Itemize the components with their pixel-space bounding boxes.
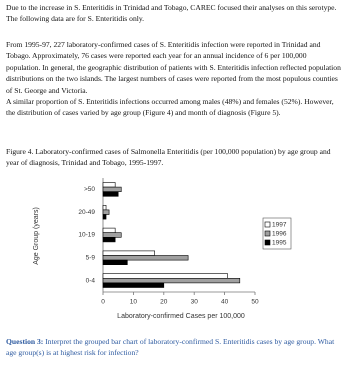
legend-swatch xyxy=(264,230,271,237)
y-tick-label: 20-49 xyxy=(78,209,95,216)
y-tick-label: 10-19 xyxy=(78,232,95,239)
y-tick-label: >50 xyxy=(84,186,95,193)
bar xyxy=(102,186,122,193)
bar xyxy=(102,237,116,243)
x-tick-label: 20 xyxy=(160,299,168,306)
x-axis-label: Laboratory-confirmed Cases per 100,000 xyxy=(117,313,245,320)
bar xyxy=(102,209,110,215)
bar xyxy=(102,282,165,288)
legend-swatch xyxy=(264,221,271,228)
figure-caption: Figure 4. Laboratory-confirmed cases of … xyxy=(6,147,331,168)
x-tick-label: 0 xyxy=(101,299,105,306)
bar xyxy=(102,273,228,279)
x-tick-label: 40 xyxy=(221,299,229,306)
bar xyxy=(102,204,107,211)
legend-label: 1996 xyxy=(272,231,287,238)
x-tick-label: 10 xyxy=(130,299,138,306)
legend-label: 1997 xyxy=(272,222,287,229)
bar xyxy=(102,182,116,188)
x-tick-label: 30 xyxy=(191,299,199,306)
x-tick-label: 50 xyxy=(251,299,259,306)
bar xyxy=(102,255,189,261)
bar xyxy=(102,278,241,284)
bar xyxy=(102,232,122,238)
legend-label: 1995 xyxy=(272,240,287,247)
bar xyxy=(102,259,128,265)
question: Question 3: Interpret the grouped bar ch… xyxy=(6,336,342,359)
legend-swatch xyxy=(264,239,271,246)
bar xyxy=(102,191,119,197)
y-tick-label: 0-4 xyxy=(86,277,96,284)
bar xyxy=(102,227,116,233)
bar xyxy=(102,250,155,256)
paragraph: A similar proportion of S. Enteritidis i… xyxy=(6,97,334,118)
paragraph: Due to the increase in S. Enteritidis in… xyxy=(6,3,337,24)
chart: Laboratory-confirmed Cases per 100,000 A… xyxy=(33,178,292,320)
y-axis-label: Age Group (years) xyxy=(33,207,40,265)
y-tick-label: 5-9 xyxy=(86,255,96,262)
question-text: Interpret the grouped bar chart of labor… xyxy=(6,337,335,358)
bar xyxy=(102,214,107,220)
paragraph: From 1995-97, 227 laboratory-confirmed c… xyxy=(6,40,341,95)
question-label: Question 3: xyxy=(6,337,44,346)
